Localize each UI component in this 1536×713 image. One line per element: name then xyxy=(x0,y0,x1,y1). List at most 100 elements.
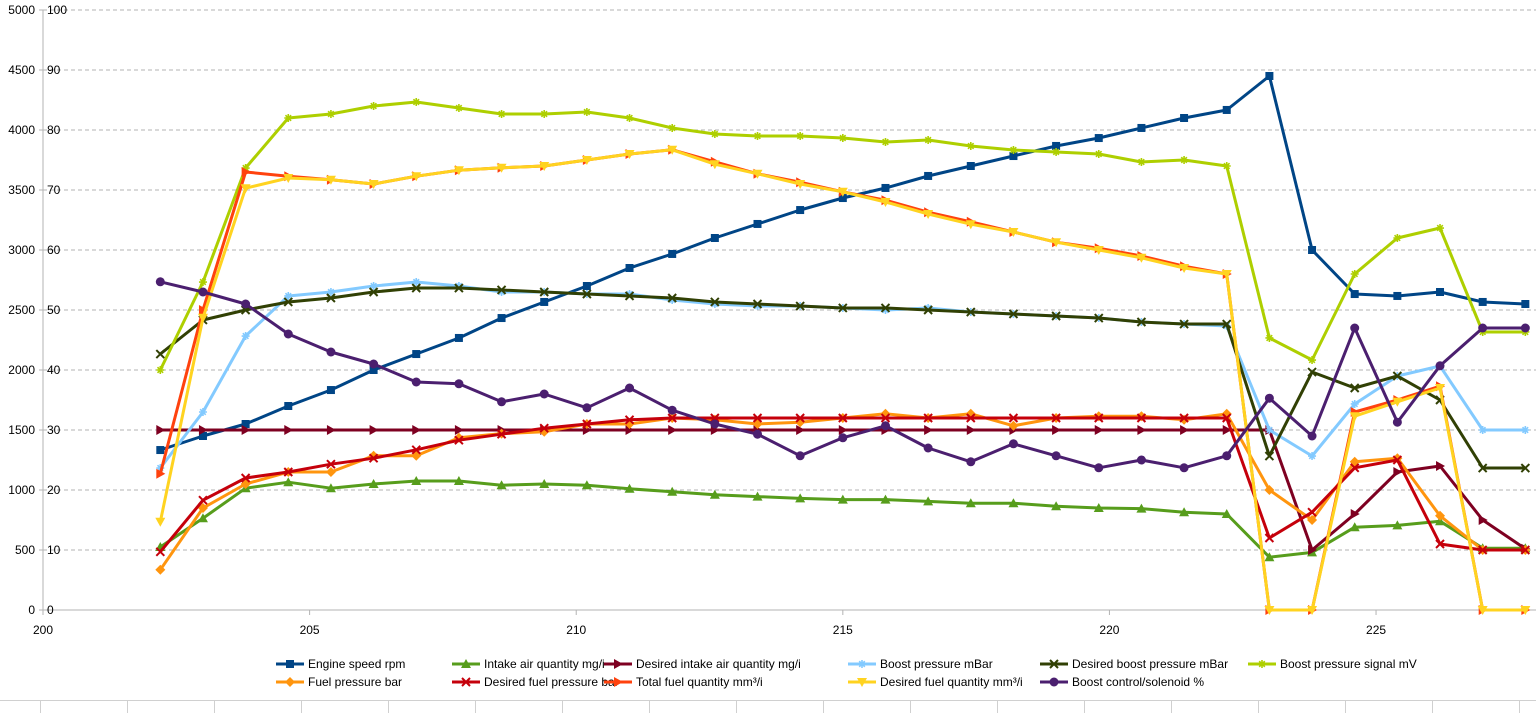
data-point xyxy=(454,425,464,435)
y-left-tick-label: 5000 xyxy=(8,3,35,17)
data-point xyxy=(1052,147,1061,156)
legend-swatch-marker xyxy=(614,677,623,687)
data-point xyxy=(1478,426,1487,434)
data-point xyxy=(667,413,677,423)
data-point xyxy=(1179,319,1189,329)
data-point xyxy=(795,451,805,461)
data-point xyxy=(1009,146,1018,155)
data-point xyxy=(240,473,251,483)
data-point xyxy=(624,291,635,301)
data-point xyxy=(753,219,762,228)
data-point xyxy=(1478,297,1487,306)
legend-item: Desired boost pressure mBar xyxy=(1039,657,1247,671)
data-point xyxy=(411,172,422,182)
data-point xyxy=(369,282,378,290)
series-7 xyxy=(155,413,1531,557)
data-point xyxy=(965,220,976,230)
data-point xyxy=(1521,426,1530,434)
data-point xyxy=(156,366,165,374)
data-point xyxy=(1350,399,1359,408)
data-point xyxy=(796,132,805,140)
data-point xyxy=(283,297,293,307)
data-point xyxy=(625,383,635,393)
grid-lines xyxy=(43,9,1536,551)
data-point xyxy=(1264,606,1275,615)
data-point xyxy=(241,164,250,173)
legend-label: Engine speed rpm xyxy=(308,657,406,671)
data-point xyxy=(155,517,166,527)
data-point xyxy=(625,425,635,435)
data-point xyxy=(1478,515,1488,525)
data-point xyxy=(496,163,507,173)
data-point xyxy=(1094,425,1104,435)
data-point xyxy=(325,467,336,477)
data-point xyxy=(668,296,677,305)
data-point xyxy=(923,443,933,453)
data-point xyxy=(1393,291,1402,300)
data-point xyxy=(325,175,336,185)
data-point xyxy=(752,169,763,179)
data-point xyxy=(1222,105,1231,114)
data-point xyxy=(924,425,934,435)
data-point xyxy=(1179,463,1189,473)
data-point xyxy=(1520,545,1531,555)
data-point xyxy=(1051,238,1062,248)
data-point xyxy=(496,429,507,439)
data-point xyxy=(709,489,720,499)
data-point xyxy=(497,110,506,119)
data-point xyxy=(1180,156,1189,164)
data-point xyxy=(197,513,208,523)
data-point xyxy=(241,299,251,309)
data-point xyxy=(197,313,208,323)
data-point xyxy=(1264,393,1274,403)
data-point xyxy=(198,305,208,315)
data-point xyxy=(796,425,806,435)
data-point xyxy=(1051,451,1061,461)
data-point xyxy=(1264,451,1275,461)
data-point xyxy=(1307,507,1317,517)
data-point xyxy=(1264,533,1275,543)
data-point xyxy=(1179,414,1190,425)
data-point xyxy=(581,480,592,490)
data-point xyxy=(1179,413,1189,423)
data-point xyxy=(198,432,207,440)
data-point xyxy=(1222,413,1232,423)
data-point xyxy=(1393,234,1402,242)
data-point xyxy=(965,498,976,508)
data-point xyxy=(539,423,549,433)
data-point xyxy=(497,314,506,323)
legend-label: Desired fuel quantity mm³/i xyxy=(880,675,1023,689)
x-tick-label: 215 xyxy=(833,623,853,637)
data-point xyxy=(1137,425,1147,435)
data-point xyxy=(156,425,166,435)
data-point xyxy=(1264,485,1275,495)
data-point xyxy=(198,278,207,287)
sheet-bottom-edge xyxy=(0,700,1536,713)
data-point xyxy=(1435,384,1446,393)
legend-label: Intake air quantity mg/i xyxy=(484,657,605,671)
data-point xyxy=(1094,150,1103,158)
data-point xyxy=(1435,539,1445,549)
y-right-tick-label: 60 xyxy=(47,243,61,257)
data-point xyxy=(668,249,677,258)
data-point xyxy=(1392,397,1403,407)
data-point xyxy=(1093,503,1104,512)
data-point xyxy=(1008,228,1019,237)
legend-swatch xyxy=(276,677,304,687)
legend: Engine speed rpm Intake air quantity mg/i… xyxy=(275,657,1435,689)
data-point xyxy=(283,174,294,183)
data-point xyxy=(710,234,719,242)
y-right-tick-label: 80 xyxy=(47,123,61,137)
data-point xyxy=(198,425,208,435)
legend-item: Desired fuel quantity mm³/i xyxy=(847,675,1039,689)
data-point xyxy=(966,425,976,435)
data-point xyxy=(838,433,848,443)
data-point xyxy=(1435,510,1446,521)
data-point xyxy=(1435,361,1445,371)
y-left-tick-label: 1500 xyxy=(8,423,35,437)
data-point xyxy=(668,123,677,132)
legend-swatch-marker xyxy=(614,659,623,669)
legend-swatch-marker xyxy=(285,677,295,687)
data-point xyxy=(1392,371,1403,381)
data-point xyxy=(1051,413,1061,423)
